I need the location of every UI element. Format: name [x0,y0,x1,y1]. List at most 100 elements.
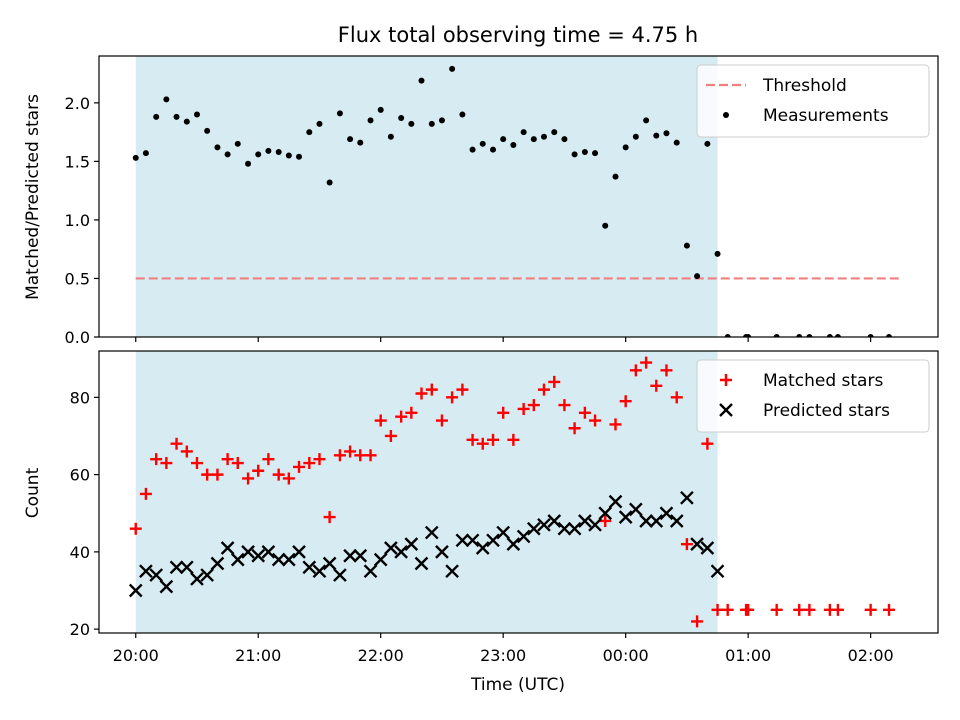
measurement-point [367,117,374,124]
predicted-star-point [312,564,327,579]
measurement-point [773,334,780,337]
y-tick-label: 0.5 [65,269,90,288]
measurement-point [479,140,486,147]
measurement-point [336,110,343,117]
matched-star-point [425,383,438,396]
predicted-star-point [384,541,398,555]
y-axis-label-top: Matched/Predicted stars [23,94,43,300]
legend-box [696,359,930,433]
y-tick-label: 40 [70,543,90,562]
matched-star-point [537,383,550,396]
measurement-point [306,129,313,136]
predicted-star-point [424,525,439,540]
matched-star-point [517,402,530,415]
measurement-point [653,132,660,139]
predicted-star-point [669,514,684,528]
predicted-star-point [404,537,419,551]
measurement-point [285,152,292,159]
measurement-point [632,133,639,140]
measurement-point [602,222,609,229]
measurement-point [326,179,333,186]
predicted-star-point [639,514,653,528]
measurement-point [469,146,476,153]
measurement-point [438,117,445,124]
predicted-star-point [261,545,276,559]
matched-star-point [129,522,142,535]
x-tick-label: 20:00 [113,646,159,665]
legend-entry-label: Predicted stars [763,401,890,421]
matched-star-point [831,603,844,616]
measurement-point [255,151,262,158]
predicted-star-point [486,533,500,548]
measurement-point [714,250,721,257]
predicted-star-point [322,556,337,571]
measurement-point [490,146,497,153]
measurement-point [551,129,558,136]
measurement-point [377,106,384,113]
matched-star-point [221,453,234,466]
measurement-point [245,160,252,167]
predicted-star-point [659,506,674,521]
measurement-point [571,151,578,158]
measurement-point [500,136,507,143]
observing-span [135,56,718,337]
matched-star-point [793,603,806,616]
matched-star-point [201,468,214,481]
predicted-star-point [139,564,153,579]
matched-star-point [609,418,622,431]
matched-star-point [170,437,183,450]
predicted-star-point [547,514,562,528]
matched-star-point [139,487,152,500]
predicted-star-point [680,490,694,505]
measurement-point [398,115,405,122]
matched-star-point [701,437,714,450]
predicted-star-point [128,583,143,598]
matched-star-point [527,399,540,412]
x-tick-label: 01:00 [725,646,771,665]
measurement-point [387,133,394,140]
chart-title: Flux total observing time = 4.75 h [338,23,698,47]
matched-star-point [333,449,346,462]
predicted-star-point [496,525,511,540]
predicted-star-point [445,564,459,579]
matched-star-point [660,364,673,377]
predicted-star-point [465,533,480,548]
predicted-star-point [628,502,643,517]
legend-entry-label: Measurements [763,106,889,126]
axes-frame [98,55,939,338]
matched-star-point [497,406,510,419]
measurement-point [673,139,680,146]
matched-star-point [650,379,663,392]
measurement-point [683,242,690,249]
data-marks [128,356,896,628]
measurement-point [745,334,752,337]
matched-star-point [364,449,377,462]
matched-star-point [293,460,306,473]
measurement-point [275,149,282,156]
predicted-star-point [567,521,582,536]
legend-measurement-swatch [723,112,729,118]
measurement-point [163,96,170,103]
predicted-star-point [190,572,204,586]
x-tick-label: 21:00 [235,646,281,665]
matched-star-point [619,395,632,408]
measurement-point [347,136,354,143]
predicted-star-point [169,560,184,575]
matched-star-point [252,464,265,477]
measurement-point [806,334,813,337]
measurement-point [142,150,149,157]
measurement-point [418,77,425,84]
measurement-point [449,65,456,72]
predicted-star-point [506,537,521,551]
legend: Threshold Measurements [696,64,930,138]
y-tick-label: 20 [70,620,90,639]
axes-frame [98,350,939,634]
measurement-point [724,334,731,337]
measurement-point [193,111,200,118]
matched-star-point [456,383,469,396]
matched-star-point [670,391,683,404]
predicted-star-point [210,556,225,571]
measurement-point [132,154,139,161]
y-tick-label: 1.5 [65,152,90,171]
measurement-point [520,129,527,136]
